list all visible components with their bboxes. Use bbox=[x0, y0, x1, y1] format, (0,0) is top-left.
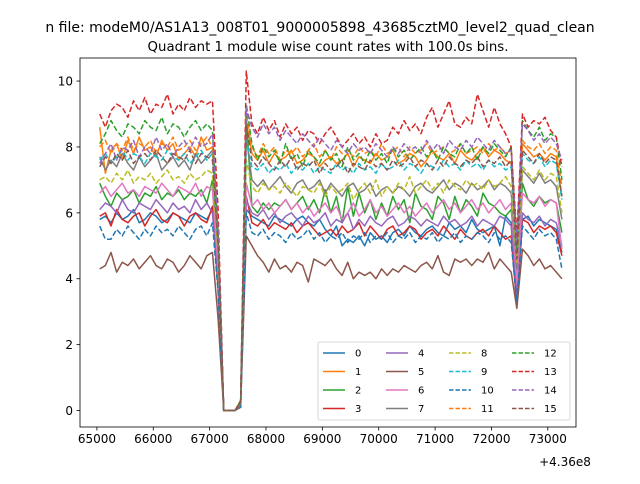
y-tick-label: 10 bbox=[58, 75, 73, 89]
x-tick-label: 65000 bbox=[78, 432, 116, 446]
series-line-6 bbox=[99, 182, 563, 412]
x-tick-label: 66000 bbox=[134, 432, 172, 446]
legend-label-13: 13 bbox=[544, 367, 557, 378]
legend-label-6: 6 bbox=[418, 386, 424, 397]
legend-label-8: 8 bbox=[481, 349, 487, 360]
legend-label-0: 0 bbox=[355, 349, 361, 360]
legend-label-14: 14 bbox=[544, 386, 557, 397]
legend-label-10: 10 bbox=[481, 386, 494, 397]
series-line-13 bbox=[99, 70, 563, 412]
x-tick-label: 71000 bbox=[416, 432, 454, 446]
y-tick-label: 8 bbox=[65, 140, 73, 154]
series-layer bbox=[98, 70, 563, 412]
figure-suptitle: n file: modeM0/AS1A13_008T01_9000005898_… bbox=[45, 20, 594, 36]
series-line-10 bbox=[99, 212, 563, 412]
legend-frame bbox=[317, 341, 571, 421]
x-tick-label: 67000 bbox=[191, 432, 229, 446]
x-tick-label: 72000 bbox=[472, 432, 510, 446]
series-line-8 bbox=[99, 159, 563, 412]
series-line-9 bbox=[99, 139, 563, 412]
axis-layer: 65000 66000 67000 68000 69000 70000 71000 72000… bbox=[58, 75, 567, 446]
plot-frame bbox=[79, 57, 577, 428]
series-line-5 bbox=[99, 235, 563, 412]
legend-label-7: 7 bbox=[418, 404, 424, 415]
chart-title: Quadrant 1 module wise count rates with … bbox=[148, 40, 509, 55]
legend-label-12: 12 bbox=[544, 349, 557, 360]
legend-label-15: 15 bbox=[544, 404, 557, 415]
series-line-7 bbox=[99, 136, 563, 412]
y-tick-label: 6 bbox=[65, 206, 73, 220]
x-tick-label: 68000 bbox=[247, 432, 285, 446]
series-line-3 bbox=[99, 195, 563, 412]
legend-label-4: 4 bbox=[418, 349, 424, 360]
legend-label-3: 3 bbox=[355, 404, 361, 415]
legend-label-9: 9 bbox=[481, 367, 487, 378]
x-tick-label: 73000 bbox=[529, 432, 567, 446]
x-offset-label: +4.36e8 bbox=[539, 455, 591, 469]
series-line-4 bbox=[99, 198, 563, 412]
x-tick-label: 70000 bbox=[360, 432, 398, 446]
x-tick-label: 69000 bbox=[303, 432, 341, 446]
legend-label-1: 1 bbox=[355, 367, 361, 378]
series-line-11 bbox=[99, 113, 563, 412]
series-line-12 bbox=[99, 103, 563, 412]
y-tick-label: 2 bbox=[65, 338, 73, 352]
series-line-15 bbox=[99, 123, 563, 412]
legend-label-2: 2 bbox=[355, 386, 361, 397]
y-tick-label: 0 bbox=[65, 404, 73, 418]
legend-label-11: 11 bbox=[481, 404, 494, 415]
legend-label-5: 5 bbox=[418, 367, 424, 378]
y-tick-label: 4 bbox=[65, 272, 73, 286]
series-line-14 bbox=[99, 106, 563, 412]
